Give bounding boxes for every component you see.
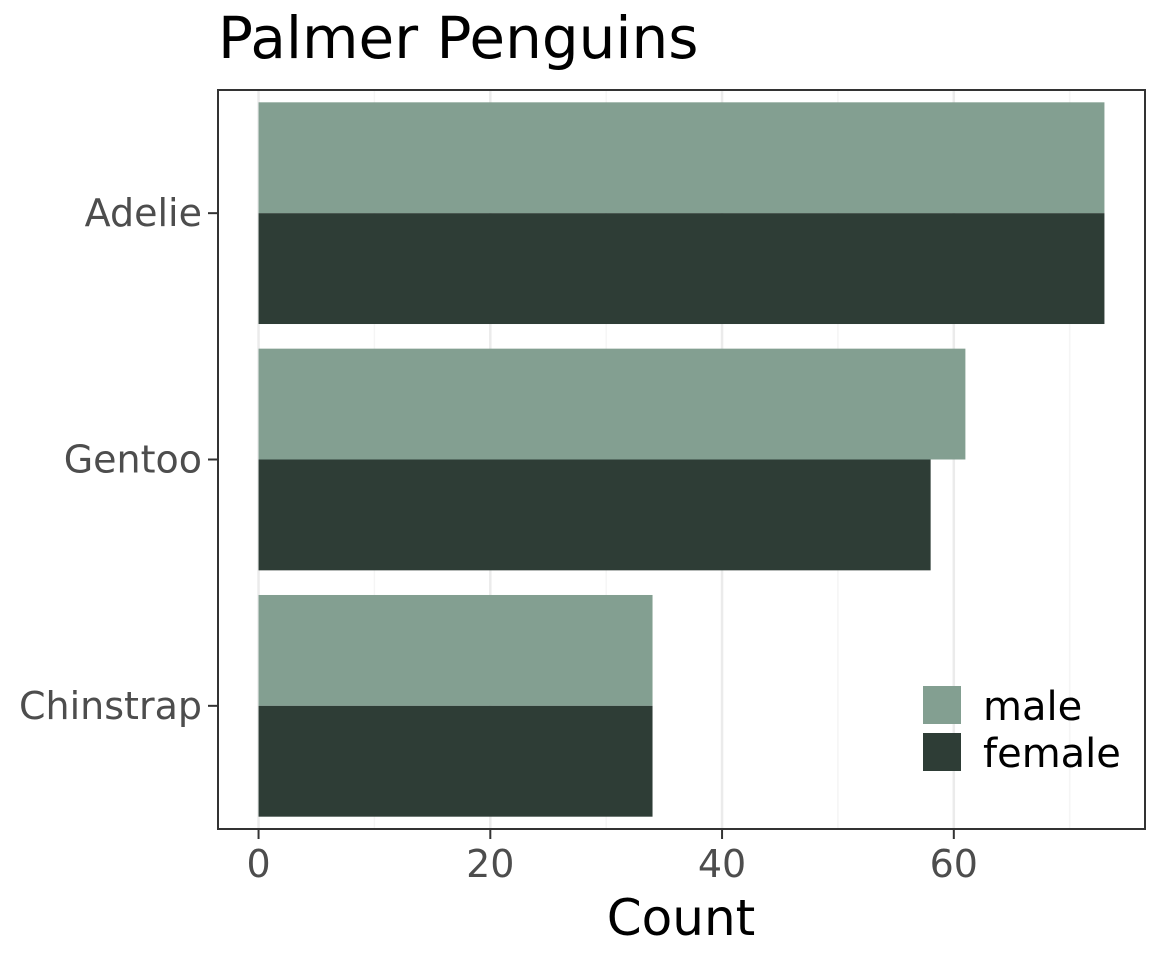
bar-chinstrap-male bbox=[258, 594, 653, 706]
bar-chinstrap-female bbox=[258, 705, 653, 817]
legend-label-female: female bbox=[983, 731, 1121, 777]
x-axis: 0 20 40 60 bbox=[246, 829, 978, 886]
bar-adelie-male bbox=[258, 102, 1105, 214]
bars bbox=[258, 102, 1105, 817]
y-tick-label: Adelie bbox=[85, 191, 202, 235]
x-tick-label: 60 bbox=[930, 842, 978, 886]
x-tick-label: 40 bbox=[698, 842, 746, 886]
x-axis-title: Count bbox=[607, 889, 756, 947]
bar-gentoo-male bbox=[258, 348, 966, 460]
y-tick-label: Chinstrap bbox=[19, 684, 202, 728]
bar-adelie-female bbox=[258, 213, 1105, 325]
x-tick-label: 20 bbox=[466, 842, 514, 886]
chart-title: Palmer Penguins bbox=[218, 4, 699, 72]
y-tick-label: Gentoo bbox=[64, 438, 202, 482]
y-axis: Adelie Gentoo Chinstrap bbox=[19, 191, 218, 728]
legend-label-male: male bbox=[983, 684, 1082, 730]
x-tick-label: 0 bbox=[246, 842, 270, 886]
legend-key-female bbox=[923, 733, 961, 771]
bar-gentoo-female bbox=[258, 459, 931, 571]
legend-key-male bbox=[923, 686, 961, 724]
